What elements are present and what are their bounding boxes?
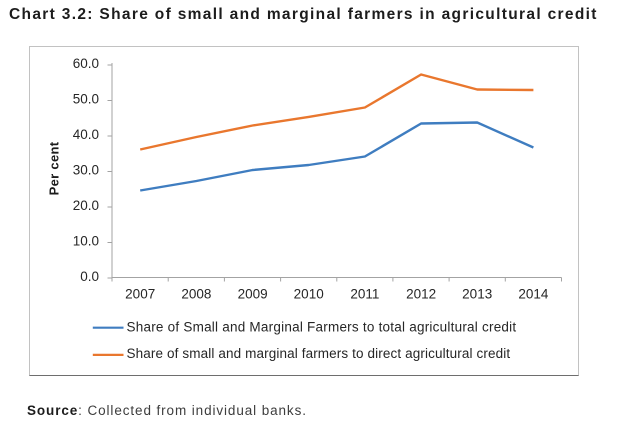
svg-text:2014: 2014 [518,287,549,302]
svg-text:Share of small and marginal fa: Share of small and marginal farmers to d… [127,346,511,361]
svg-text:2012: 2012 [406,287,436,302]
svg-text:60.0: 60.0 [73,56,99,71]
svg-text:2009: 2009 [238,287,268,302]
svg-text:Share of Small and Marginal Fa: Share of Small and Marginal Farmers to t… [127,320,517,335]
svg-text:40.0: 40.0 [73,127,99,142]
svg-text:2007: 2007 [125,287,155,302]
svg-text:Per cent: Per cent [47,141,62,195]
svg-text:20.0: 20.0 [73,198,99,213]
svg-text:2010: 2010 [294,287,324,302]
svg-text:2013: 2013 [462,287,492,302]
svg-text:30.0: 30.0 [73,162,99,177]
svg-text:10.0: 10.0 [73,233,99,248]
svg-text:2011: 2011 [350,287,379,302]
svg-text:0.0: 0.0 [80,269,99,284]
svg-text:2008: 2008 [181,287,211,302]
svg-text:50.0: 50.0 [73,91,99,106]
